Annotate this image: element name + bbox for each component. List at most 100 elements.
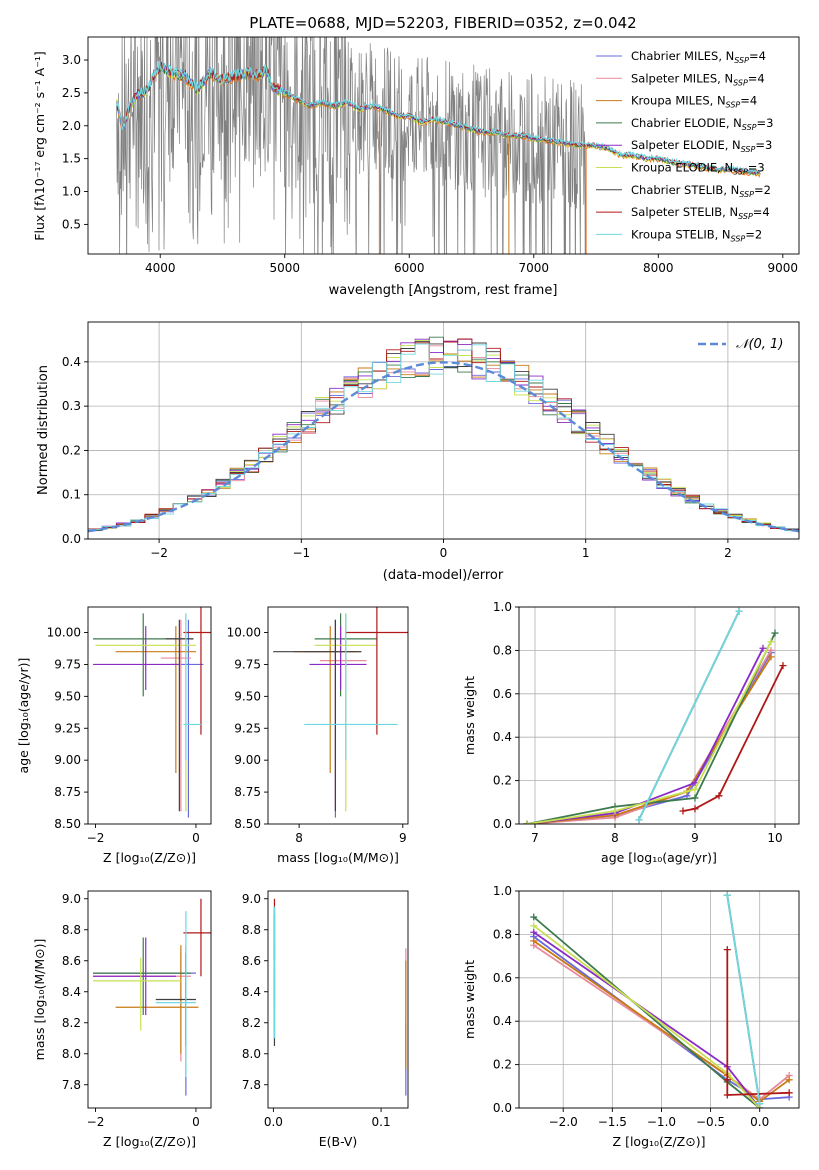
data-point-marker — [679, 807, 687, 815]
data-point-marker — [735, 607, 743, 615]
data-point-marker — [691, 785, 699, 793]
age-vs-Z-panel: −2 0 8.50 8.75 9.00 9.25 9.50 9.75 10.00 Z [log₁₀… — [16, 606, 212, 865]
spectrum-legend: Chabrier MILES, NSSP=4 Salpeter MILES, NS… — [596, 49, 773, 243]
x-axis-label: E(B-V) — [319, 1134, 358, 1149]
residuals-ylabel: Normed distribution — [36, 365, 51, 495]
y-axis-label: mass weight — [462, 676, 477, 755]
x-tick-label: 7000 — [519, 261, 550, 275]
mass-weight-line — [638, 610, 740, 821]
y-tick-label: 0.4 — [493, 1014, 512, 1028]
y-tick-label: 0.8 — [493, 643, 512, 657]
y-axis-label: age [log₁₀(age/yr)] — [16, 658, 31, 774]
y-tick-label: 8.6 — [242, 954, 261, 968]
y-tick-label: 8.8 — [62, 923, 81, 937]
residuals-plot: −2 −1 0 1 2 0.0 0.1 0.2 0.3 0.4 𝒩(0, 1) — [62, 321, 800, 560]
data-point-marker — [715, 792, 723, 800]
age-vs-Z-marks — [93, 607, 211, 818]
y-tick-label: 2.0 — [62, 119, 81, 133]
y-tick-label: 8.4 — [242, 985, 261, 999]
y-tick-label: 8.8 — [242, 923, 261, 937]
y-tick-label: 9.50 — [54, 689, 81, 703]
y-tick-label: 0.6 — [493, 687, 512, 701]
spectrum-title: PLATE=0688, MJD=52203, FIBERID=0352, z=0… — [249, 14, 636, 32]
x-tick-label: 6000 — [394, 261, 425, 275]
spectrum-xlabel: wavelength [Angstrom, rest frame] — [329, 283, 558, 298]
x-tick-label: 10 — [767, 831, 782, 845]
y-tick-label: 0.3 — [62, 399, 81, 413]
x-tick-label: 9 — [691, 831, 699, 845]
age-vs-mass-marks — [273, 607, 408, 818]
x-axis-label: Z [log₁₀(Z/Z⊙)] — [103, 850, 196, 865]
age-vs-mass-panel: 8 9 8.50 8.75 9.00 9.25 9.50 9.75 10.00 mass [log… — [227, 606, 409, 865]
mass-vs-Z-panel: −2 0 7.8 8.0 8.2 8.4 8.6 8.8 9.0 Z [log₁₀(Z/Z⊙)] m… — [32, 890, 212, 1149]
massweight-vs-age-panel: 7 8 9 10 0.0 0.2 0.4 0.6 0.8 1.0 age [log₁₀(age/yr… — [462, 600, 800, 865]
y-tick-label: 9.0 — [242, 892, 261, 906]
y-axis-label: mass [log₁₀(M/M⊙)] — [32, 939, 47, 1061]
x-tick-label: 0 — [192, 1115, 200, 1129]
y-tick-label: 1.5 — [62, 152, 81, 166]
spectrum-panel: PLATE=0688, MJD=52203, FIBERID=0352, z=0… — [32, 14, 800, 298]
residual-histogram — [88, 338, 799, 531]
mass-weight-line — [682, 665, 784, 812]
residuals-panel: −2 −1 0 1 2 0.0 0.1 0.2 0.3 0.4 𝒩(0, 1) (data-mode… — [36, 321, 800, 583]
data-point-marker — [767, 653, 775, 661]
legend-label: Salpeter MILES, NSSP=4 — [631, 71, 765, 87]
y-tick-label: 1.0 — [62, 185, 81, 199]
x-tick-label: −2.0 — [549, 1115, 578, 1129]
x-tick-label: 5000 — [269, 261, 300, 275]
y-tick-label: 8.0 — [242, 1047, 261, 1061]
y-tick-label: 8.6 — [62, 954, 81, 968]
x-tick-label: 9000 — [768, 261, 799, 275]
data-point-marker — [785, 1089, 793, 1097]
y-tick-label: 8.50 — [234, 817, 261, 831]
y-tick-label: 9.25 — [234, 721, 261, 735]
y-tick-label: 8.75 — [54, 785, 81, 799]
data-point-marker — [723, 946, 731, 954]
x-tick-label: −1.5 — [598, 1115, 627, 1129]
y-tick-label: 3.0 — [62, 53, 81, 67]
y-tick-label: 9.75 — [234, 657, 261, 671]
data-point-marker — [785, 1076, 793, 1084]
y-tick-label: 9.50 — [234, 689, 261, 703]
x-tick-label: 8000 — [643, 261, 674, 275]
legend-label: 𝒩(0, 1) — [736, 337, 783, 352]
x-tick-label: 0.0 — [264, 1115, 283, 1129]
y-tick-label: 9.00 — [54, 753, 81, 767]
residuals-xlabel: (data-model)/error — [383, 568, 504, 583]
y-tick-label: 8.50 — [54, 817, 81, 831]
data-point-marker — [723, 1091, 731, 1099]
y-tick-label: 2.5 — [62, 86, 81, 100]
y-tick-label: 0.5 — [62, 217, 81, 231]
mass-vs-EBV-panel: 0.0 0.1 7.8 8.0 8.2 8.4 8.6 8.8 9.0 E(B-V) — [242, 890, 409, 1149]
legend-label: Salpeter STELIB, NSSP=4 — [631, 205, 770, 221]
data-point-marker — [523, 820, 531, 824]
y-tick-label: 10.00 — [227, 626, 261, 640]
x-tick-label: −1.0 — [647, 1115, 676, 1129]
y-tick-label: 0.2 — [62, 443, 81, 457]
axes-frame — [87, 890, 212, 1109]
x-axis-label: Z [log₁₀(Z/Z⊙)] — [613, 1134, 706, 1149]
y-tick-label: 8.2 — [62, 1016, 81, 1030]
y-tick-label: 1.0 — [493, 884, 512, 898]
x-tick-label: −2 — [150, 546, 168, 560]
x-axis-label: mass [log₁₀(M/M⊙)] — [277, 850, 399, 865]
y-tick-label: 7.8 — [62, 1078, 81, 1092]
mass-weight-line — [726, 895, 761, 1104]
data-point-marker — [611, 807, 619, 815]
y-tick-label: 8.75 — [234, 785, 261, 799]
data-point-marker — [767, 638, 775, 646]
data-point-marker — [635, 816, 643, 824]
legend-label: Salpeter ELODIE, NSSP=3 — [631, 138, 772, 154]
y-tick-label: 0.4 — [493, 730, 512, 744]
x-tick-label: −1 — [292, 546, 310, 560]
data-point-marker — [530, 928, 538, 936]
x-tick-label: −0.5 — [696, 1115, 725, 1129]
massweight-vs-age-marks — [523, 607, 787, 824]
mass-weight-line — [526, 649, 772, 824]
y-tick-label: 0.4 — [62, 355, 81, 369]
massweight-vs-Z-marks — [530, 891, 793, 1108]
x-tick-label: −2 — [87, 1115, 105, 1129]
x-tick-label: 0 — [192, 831, 200, 845]
